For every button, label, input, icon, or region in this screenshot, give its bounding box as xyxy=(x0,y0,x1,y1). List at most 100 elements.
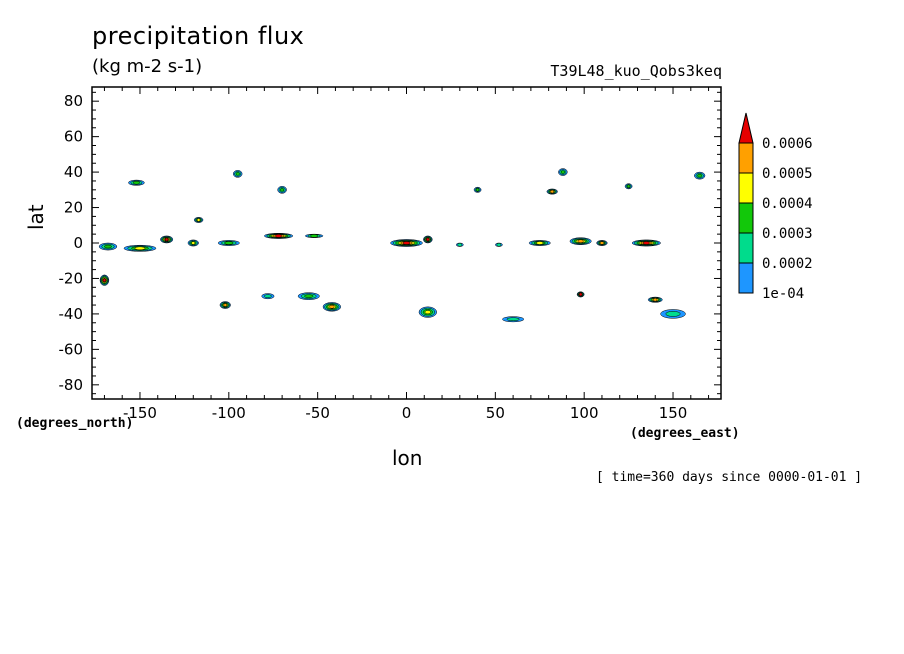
precip-feature xyxy=(99,274,110,286)
x-tick-label: 50 xyxy=(486,404,505,422)
precip-feature xyxy=(322,302,342,312)
colorbar-label: 0.0006 xyxy=(762,136,813,152)
precip-feature xyxy=(261,293,275,300)
y-tick-label: -60 xyxy=(59,340,84,358)
contour-level-4 xyxy=(536,241,544,245)
precip-feature xyxy=(217,240,240,246)
contour-level-2 xyxy=(457,243,463,247)
precip-feature xyxy=(418,306,437,318)
contour-level-4 xyxy=(424,310,431,315)
contour-level-3 xyxy=(304,294,314,298)
colorbar-label: 0.0003 xyxy=(762,226,813,242)
contour-level-5 xyxy=(550,189,554,194)
precip-feature xyxy=(473,186,482,193)
precip-feature xyxy=(219,301,231,309)
contour-level-3 xyxy=(310,234,319,238)
contour-level-6 xyxy=(426,237,430,242)
precip-feature xyxy=(123,244,157,252)
precip-feature xyxy=(569,237,592,246)
precip-feature xyxy=(264,233,294,239)
y-tick-label: -80 xyxy=(59,376,84,394)
contour-level-5 xyxy=(653,297,658,302)
precip-feature xyxy=(631,239,661,247)
y-tick-label: 80 xyxy=(64,92,83,110)
x-tick-label: -150 xyxy=(123,404,157,422)
contour-level-3 xyxy=(697,173,703,178)
contour-level-5 xyxy=(329,305,335,309)
x-tick-label: -100 xyxy=(212,404,246,422)
contour-level-2 xyxy=(665,311,681,317)
colorbar-label: 0.0005 xyxy=(762,166,813,182)
contour-level-6 xyxy=(578,292,583,297)
y-axis-unit: (degrees_north) xyxy=(16,416,134,431)
precip-feature xyxy=(297,292,320,300)
precip-feature xyxy=(277,186,287,194)
colorbar-swatch xyxy=(738,172,754,204)
precip-field xyxy=(98,168,706,323)
colorbar-label: 0.0002 xyxy=(762,256,813,272)
x-axis: -150 -100 -50 0 50 100 150 xyxy=(103,87,710,422)
contour-level-5 xyxy=(577,239,584,243)
precip-feature xyxy=(528,240,551,246)
contour-level-3 xyxy=(475,188,480,192)
colorbar-label: 1e-04 xyxy=(762,286,804,302)
precip-feature xyxy=(576,291,585,298)
contour-level-2 xyxy=(506,317,520,322)
contour-level-2 xyxy=(264,294,272,298)
precip-feature xyxy=(456,242,464,247)
run-label: T39L48_kuo_Qobs3keq xyxy=(550,62,722,80)
colorbar: 0.0006 0.0005 0.0004 0.0003 0.0002 1e-04 xyxy=(738,112,813,302)
x-axis-label: lon xyxy=(392,446,423,470)
y-tick-label: -20 xyxy=(59,269,84,287)
time-note: [ time=360 days since 0000-01-01 ] xyxy=(596,470,863,485)
precip-feature xyxy=(304,233,324,238)
precip-feature xyxy=(187,239,199,247)
precip-feature xyxy=(128,179,145,186)
contour-level-3 xyxy=(104,244,112,249)
precip-feature xyxy=(193,217,204,223)
x-tick-label: 150 xyxy=(659,404,688,422)
chart-units: (kg m-2 s-1) xyxy=(92,56,203,77)
precip-feature xyxy=(233,170,243,178)
precip-feature xyxy=(647,296,663,303)
contour-level-5 xyxy=(600,241,604,245)
contour-level-3 xyxy=(224,241,234,245)
colorbar-swatch xyxy=(738,202,754,234)
contour-level-6 xyxy=(643,241,650,245)
precip-feature xyxy=(546,188,558,195)
y-tick-label: 0 xyxy=(73,234,83,252)
x-tick-label: 0 xyxy=(402,404,412,422)
contour-level-6 xyxy=(164,237,169,242)
contour-level-4 xyxy=(196,218,201,222)
contour-level-6 xyxy=(402,241,411,245)
colorbar-swatch xyxy=(738,232,754,264)
contour-level-3 xyxy=(235,172,240,176)
colorbar-extend-arrow xyxy=(738,112,754,144)
contour-level-4 xyxy=(134,246,146,251)
precip-feature xyxy=(423,235,433,244)
precip-feature xyxy=(624,183,633,190)
y-tick-label: 60 xyxy=(64,128,83,146)
contour-level-6 xyxy=(275,234,282,238)
precip-feature xyxy=(502,316,525,323)
precip-feature xyxy=(98,242,118,251)
y-tick-label: -40 xyxy=(59,305,84,323)
precip-feature xyxy=(160,235,174,244)
chart-title: precipitation flux xyxy=(92,22,305,50)
contour-level-2 xyxy=(496,243,502,247)
x-axis-unit: (degrees_east) xyxy=(630,426,740,441)
colorbar-label: 0.0004 xyxy=(762,196,813,212)
x-tick-label: -50 xyxy=(305,404,330,422)
colorbar-swatch xyxy=(738,142,754,174)
precip-feature xyxy=(660,309,686,319)
precip-feature xyxy=(694,171,706,180)
precip-feature xyxy=(596,240,608,246)
y-axis: -80 -60 -40 -20 0 20 40 60 80 xyxy=(59,91,721,395)
precip-feature xyxy=(558,168,568,176)
contour-level-4 xyxy=(191,241,196,245)
y-tick-label: 20 xyxy=(64,199,83,217)
precip-feature xyxy=(495,242,503,247)
contour-level-3 xyxy=(560,170,565,174)
contour-level-3 xyxy=(626,184,631,189)
